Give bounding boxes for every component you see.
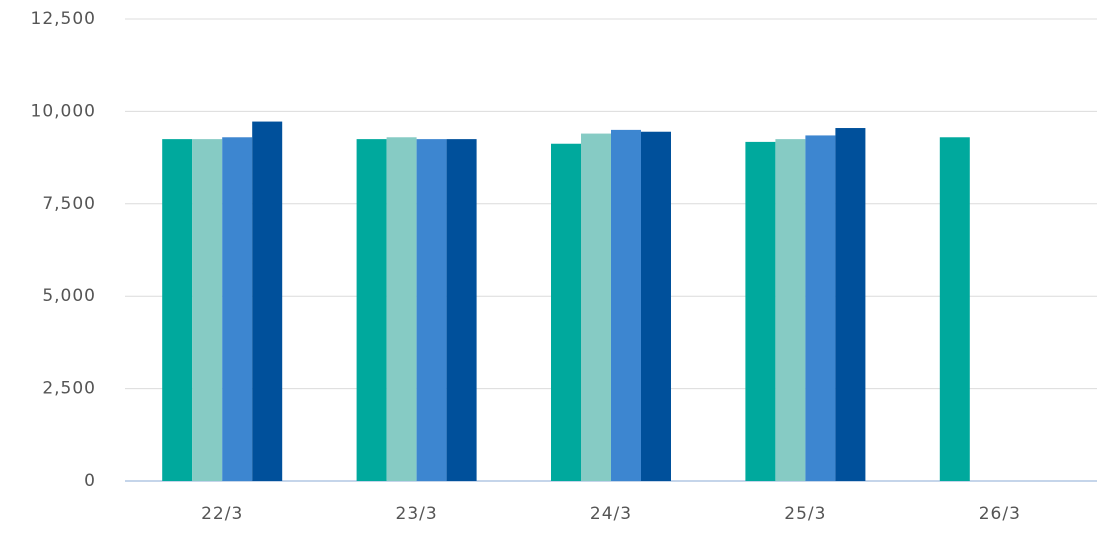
bar — [356, 139, 387, 481]
bar — [386, 137, 417, 481]
y-tick-label: 5,000 — [42, 286, 96, 306]
bar — [551, 143, 581, 482]
x-tick-label: 26/3 — [979, 504, 1021, 524]
bar — [446, 139, 477, 481]
bar — [835, 128, 866, 482]
bar — [775, 139, 806, 481]
bar — [939, 137, 970, 481]
bar — [641, 131, 671, 481]
bar — [581, 133, 611, 482]
y-tick-label: 2,500 — [42, 379, 96, 399]
x-tick-label: 22/3 — [201, 504, 243, 524]
bar — [745, 141, 776, 481]
x-tick-label: 24/3 — [590, 504, 632, 524]
bar — [611, 129, 641, 481]
y-tick-label: 0 — [84, 471, 96, 491]
bar — [416, 139, 447, 481]
bar — [252, 121, 283, 482]
y-tick-label: 7,500 — [42, 194, 96, 214]
bar — [192, 139, 223, 481]
bar — [222, 137, 253, 481]
bar — [805, 135, 836, 481]
x-tick-label: 23/3 — [396, 504, 438, 524]
y-tick-label: 12,500 — [31, 9, 96, 29]
x-tick-label: 25/3 — [784, 504, 826, 524]
bar — [162, 139, 193, 481]
y-tick-label: 10,000 — [31, 101, 96, 121]
